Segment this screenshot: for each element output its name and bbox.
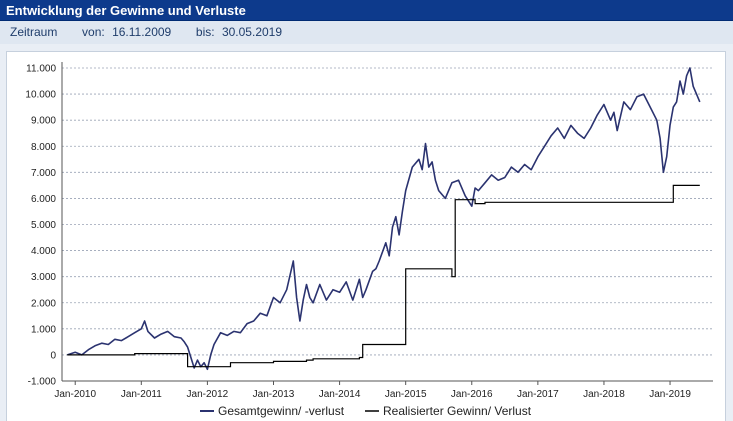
y-tick-label: 3.000	[31, 272, 56, 283]
period-from-label: von:	[82, 25, 105, 39]
x-tick-label: Jan-2012	[187, 389, 229, 400]
x-tick-label: Jan-2017	[517, 389, 559, 400]
chart-panel	[6, 51, 726, 421]
panel-title: Entwicklung der Gewinne und Verluste	[0, 0, 733, 21]
legend-label-realized: Realisierter Gewinn/ Verlust	[383, 404, 532, 418]
y-tick-label: 0	[50, 350, 56, 361]
x-tick-label: Jan-2019	[649, 389, 691, 400]
x-tick-label: Jan-2013	[253, 389, 295, 400]
period-label: Zeitraum	[10, 25, 58, 39]
series-line-total	[67, 67, 701, 371]
y-tick-label: -1.000	[28, 377, 57, 388]
y-tick-label: 1.000	[31, 324, 56, 335]
chart-frame: -1.000 0 1.000 2.000 3.000 4.000 5.000 6.000 7.0…	[0, 44, 733, 421]
period-to-label: bis:	[195, 25, 215, 39]
period-to-value: 30.05.2019	[221, 25, 283, 39]
y-tick-label: 6.000	[31, 194, 56, 205]
x-tick-label: Jan-2014	[319, 389, 361, 400]
y-tick-label: 4.000	[31, 246, 56, 257]
period-bar: Zeitraum von: 16.11.2009 bis: 30.05.2019	[0, 21, 733, 44]
y-tick-label: 11.000	[26, 64, 56, 75]
y-tick-label: 7.000	[31, 168, 56, 179]
x-tick-label: Jan-2011	[121, 389, 162, 400]
period-from-value: 16.11.2009	[112, 25, 172, 39]
legend-label-total: Gesamtgewinn/ -verlust	[218, 404, 345, 418]
x-tick-label: Jan-2018	[583, 389, 625, 400]
y-tick-label: 2.000	[31, 298, 56, 309]
series-line-realized	[67, 184, 700, 368]
y-tick-label: 10.000	[25, 90, 56, 101]
y-tick-label: 9.000	[31, 116, 56, 127]
y-tick-label: 8.000	[31, 142, 56, 153]
x-tick-label: Jan-2010	[54, 389, 96, 400]
profit-loss-chart: -1.000 0 1.000 2.000 3.000 4.000 5.000 6.000 7.0…	[25, 62, 713, 418]
y-tick-label: 5.000	[31, 220, 56, 231]
x-tick-label: Jan-2015	[385, 389, 427, 400]
x-tick-label: Jan-2016	[451, 389, 493, 400]
